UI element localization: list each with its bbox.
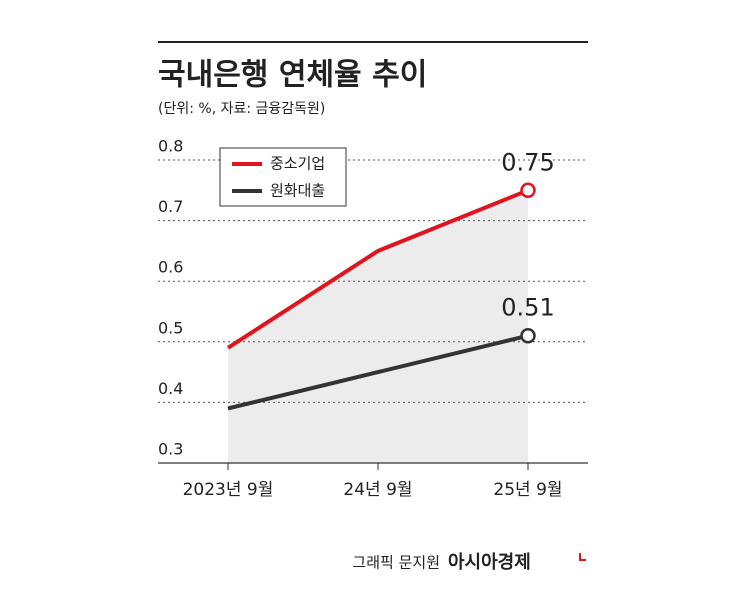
chart-title: 국내은행 연체율 추이 <box>158 58 427 93</box>
line <box>227 333 529 411</box>
x-tick-label: 24년 9월 <box>343 480 412 500</box>
brand-mark <box>579 553 586 561</box>
line <box>226 188 529 350</box>
x-tick-label: 25년 9월 <box>493 480 562 500</box>
y-tick-label: 0.5 <box>158 318 183 337</box>
end-marker <box>520 327 536 344</box>
chart-subtitle: (단위: %, 자료: 금융감독원) <box>158 101 325 117</box>
end-marker <box>520 182 536 199</box>
x-tick-label: 2023년 9월 <box>183 480 274 500</box>
brand: 아시아경제 <box>448 552 531 573</box>
y-tick-label: 0.4 <box>158 379 183 398</box>
legend-box <box>219 147 347 207</box>
credit: 그래픽 문지원 <box>352 554 440 572</box>
y-tick-label: 0.3 <box>158 440 183 459</box>
legend-label: 중소기업 <box>270 155 325 173</box>
y-tick-label: 0.6 <box>158 258 183 277</box>
data-label: 0.75 <box>501 148 554 176</box>
y-tick-label: 0.7 <box>158 197 183 216</box>
data-label: 0.51 <box>501 294 554 322</box>
area <box>228 190 528 464</box>
y-tick-label: 0.8 <box>158 137 183 156</box>
legend-label: 원화대출 <box>270 182 325 200</box>
